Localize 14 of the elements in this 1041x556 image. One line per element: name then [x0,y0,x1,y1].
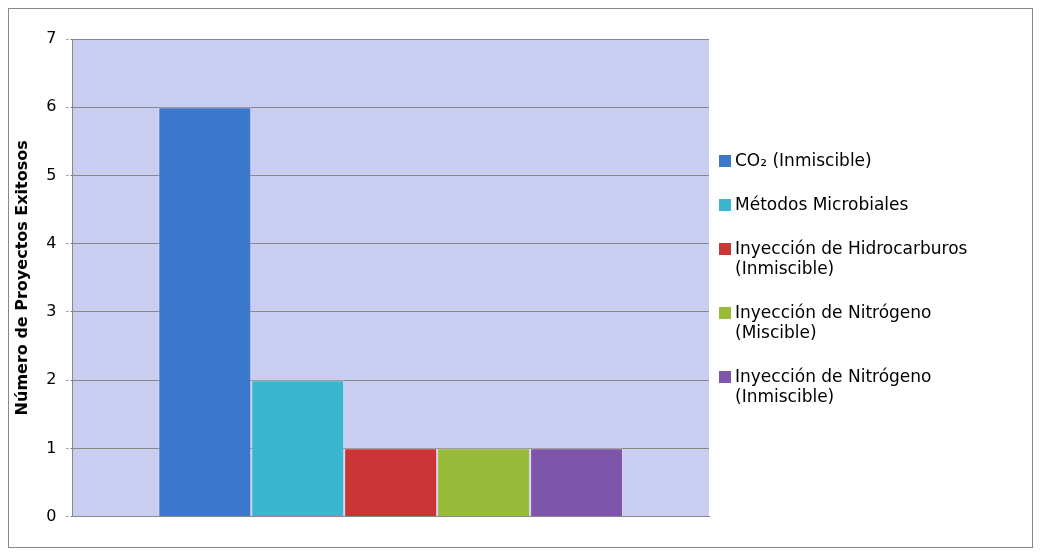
y-tick-label: 7 [46,28,57,48]
legend-label: Métodos Microbiales [735,194,909,214]
y-tick-label: 3 [46,301,57,321]
legend-label: Inyección de Hidrocarburos (Inmiscible) [735,238,969,278]
legend-label: Inyección de Nitrógeno (Miscible) [735,302,933,342]
y-axis-title: Número de Proyectos Exitosos [11,140,31,416]
y-tick-label: 5 [46,164,57,184]
y-tick-label: 1 [46,437,57,457]
legend-label: Inyección de Nitrógeno (Inmiscible) [735,366,933,406]
y-tick-label: 2 [46,369,57,389]
y-tick-label: 6 [46,96,57,116]
y-tick-label: 0 [46,505,57,525]
y-tick-label: 4 [46,232,57,252]
legend-label: CO₂ (Inmiscible) [735,150,872,170]
